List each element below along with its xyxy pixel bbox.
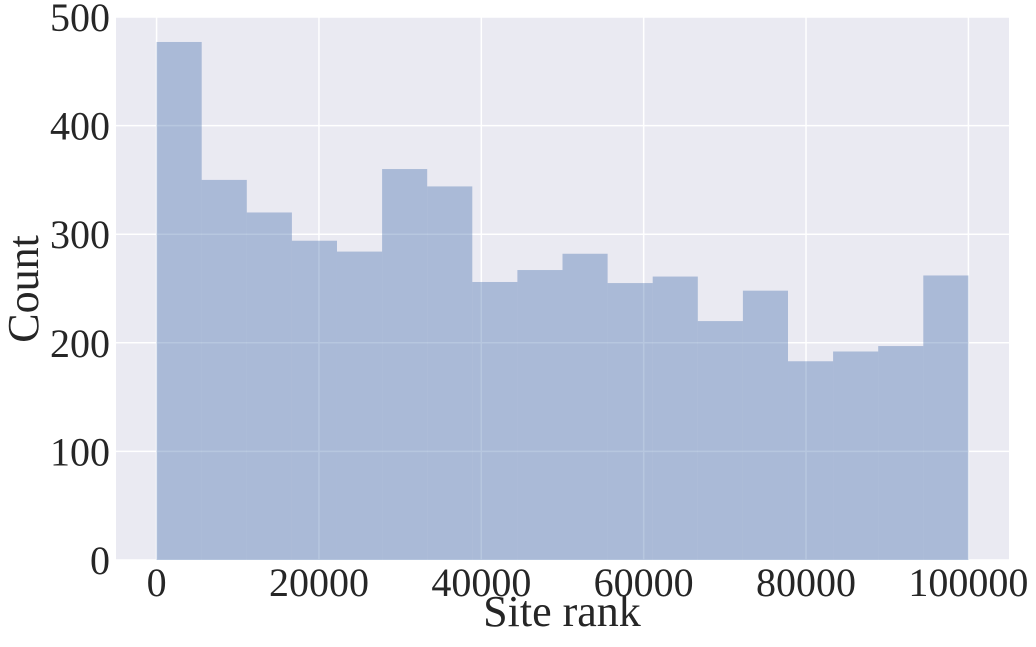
bar	[246, 212, 292, 561]
y-tick-label: 200	[50, 321, 110, 366]
bar	[878, 346, 924, 560]
x-tick-label: 100000	[908, 560, 1028, 605]
x-tick-label: 40000	[431, 560, 531, 605]
plot-area	[116, 17, 1009, 560]
bar	[697, 321, 743, 560]
bar	[201, 179, 247, 560]
bar	[652, 276, 698, 560]
x-tick-label: 80000	[756, 560, 856, 605]
x-tick-label: 20000	[269, 560, 369, 605]
bar	[517, 270, 563, 560]
y-tick-label: 0	[90, 538, 110, 583]
y-tick-label: 100	[50, 429, 110, 474]
bar	[472, 281, 518, 560]
bar	[562, 253, 608, 561]
y-tick-label: 400	[50, 104, 110, 149]
bar	[607, 283, 653, 560]
bar	[427, 186, 473, 560]
x-tick-label: 0	[147, 560, 167, 605]
y-tick-label: 300	[50, 212, 110, 257]
bar	[382, 169, 428, 561]
y-axis-label: Count	[0, 235, 48, 343]
x-tick-label: 60000	[594, 560, 694, 605]
bar	[833, 351, 879, 560]
bar	[291, 240, 337, 560]
bar	[923, 275, 969, 560]
y-tick-label: 500	[50, 0, 110, 40]
x-axis-label: Site rank	[483, 587, 641, 636]
bar	[788, 361, 834, 560]
bar	[336, 251, 383, 561]
bar	[742, 290, 789, 560]
bar	[156, 41, 202, 560]
